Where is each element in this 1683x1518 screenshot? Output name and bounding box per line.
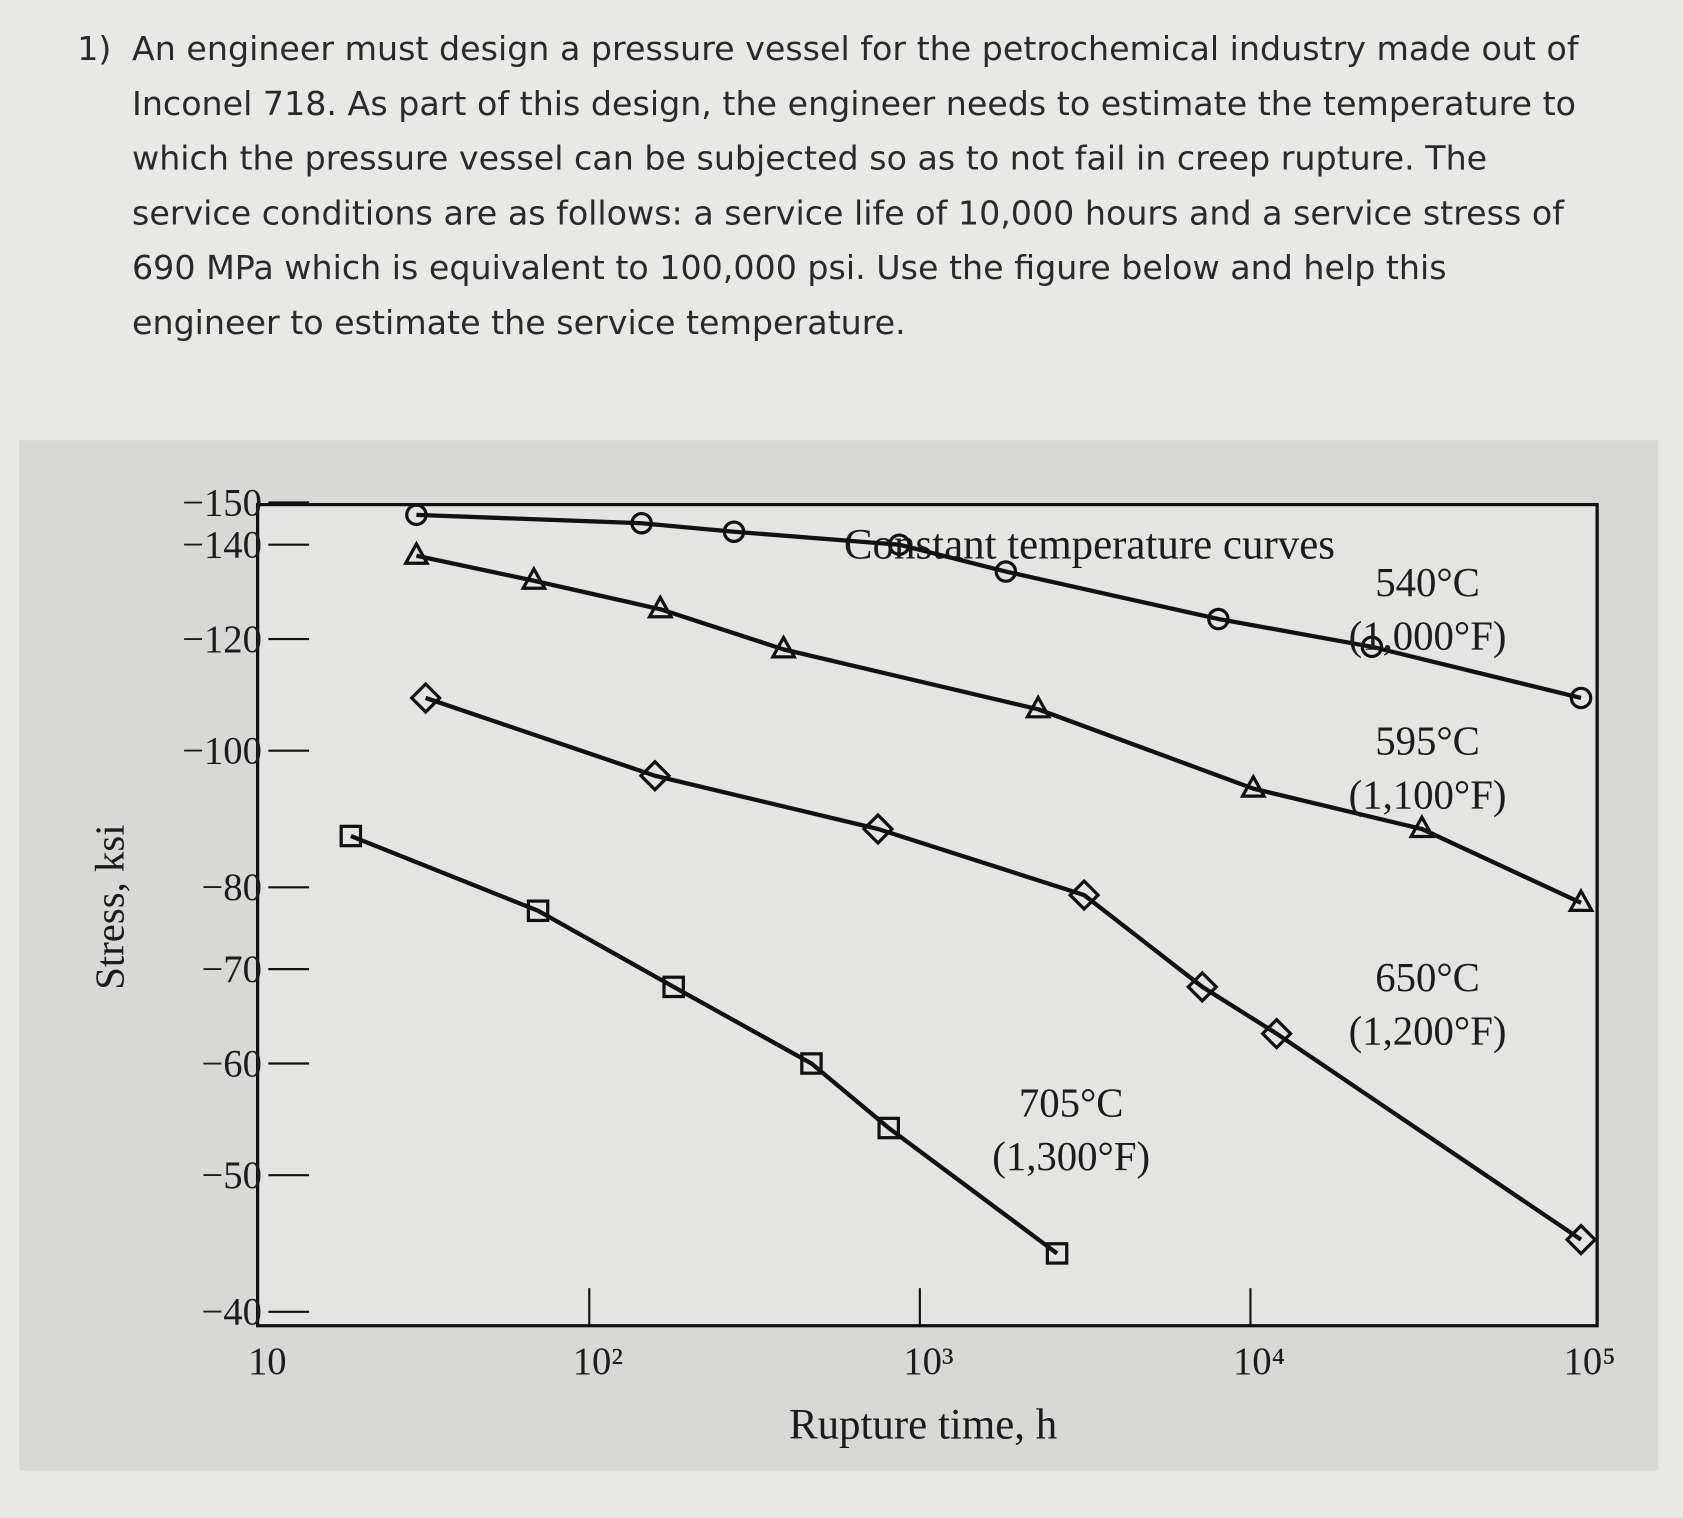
marker	[1045, 1242, 1069, 1265]
y-axis-label: Stress, ksi	[87, 824, 132, 989]
marker	[861, 812, 895, 846]
marker	[405, 503, 428, 527]
y-tick-label: −40	[201, 1292, 261, 1334]
marker	[409, 681, 442, 715]
marker	[339, 824, 363, 848]
marker	[1239, 773, 1267, 798]
curve-label: 650°C	[1375, 955, 1480, 1000]
question-line: Inconel 718. As part of this design, the…	[132, 84, 1576, 123]
marker	[630, 511, 653, 535]
x-tick-label: 10⁵	[1564, 1341, 1616, 1383]
curve-label: 705°C	[1019, 1080, 1124, 1125]
marker	[402, 540, 430, 565]
curve-label: (1,200°F)	[1349, 1009, 1507, 1054]
marker	[1207, 607, 1230, 631]
marker	[662, 975, 685, 999]
curve	[424, 695, 1583, 1242]
y-tick-label: −120	[182, 619, 262, 661]
x-axis-label: Rupture time, h	[789, 1401, 1057, 1448]
marker	[1260, 1017, 1293, 1050]
curve-label: (1,300°F)	[992, 1134, 1150, 1179]
curve	[415, 553, 1582, 905]
y-tick-label: −70	[201, 949, 261, 991]
y-tick-label: −150	[182, 482, 262, 524]
annotation: Constant temperature curves	[844, 521, 1335, 568]
marker	[770, 634, 798, 659]
marker	[888, 533, 911, 556]
question-text: An engineer must design a pressure vesse…	[132, 29, 1580, 342]
plot: 10 10² 10³ 10⁴ 10⁵ −40 −50 −60 −70 −80 −100 −120 −14…	[182, 482, 1616, 1383]
marker	[1360, 635, 1384, 659]
marker	[1564, 1223, 1598, 1256]
marker	[800, 1052, 823, 1075]
marker	[1024, 694, 1052, 719]
curve-label: 595°C	[1375, 719, 1480, 764]
x-tick-label: 10	[248, 1341, 287, 1383]
y-tick-label: −50	[201, 1155, 261, 1197]
marker	[646, 594, 674, 619]
x-tick-label: 10³	[903, 1341, 953, 1383]
x-tick-label: 10⁴	[1233, 1341, 1285, 1383]
plot-frame	[255, 503, 1599, 1328]
marker	[526, 899, 550, 923]
marker	[1569, 686, 1593, 710]
y-tick-label: −80	[201, 867, 261, 909]
curve	[416, 512, 1582, 701]
marker	[994, 560, 1018, 583]
y-tick-label: −100	[182, 731, 262, 773]
marker	[1186, 970, 1219, 1004]
y-tick-label: −140	[182, 525, 262, 567]
curve	[350, 834, 1059, 1256]
question-line: 690 MPa which is equivalent to 100,000 p…	[132, 248, 1447, 287]
marker	[1567, 887, 1595, 912]
curve-label: 540°C	[1375, 560, 1480, 605]
question-number: 1)	[77, 29, 111, 68]
marker	[877, 1116, 900, 1140]
curve-label: (1,000°F)	[1349, 614, 1507, 659]
y-tick-label: −60	[201, 1043, 261, 1085]
marker	[1408, 813, 1436, 839]
marker	[638, 759, 672, 792]
curve-label: (1,100°F)	[1349, 772, 1507, 817]
marker	[1067, 878, 1101, 912]
question-line: An engineer must design a pressure vesse…	[132, 29, 1580, 68]
question-line: service conditions are as follows: a ser…	[132, 193, 1565, 232]
marker	[520, 565, 548, 590]
question-line: which the pressure vessel can be subject…	[132, 139, 1487, 178]
question-line: engineer to estimate the service tempera…	[132, 303, 906, 342]
x-tick-label: 10²	[573, 1341, 623, 1383]
marker	[722, 520, 746, 544]
